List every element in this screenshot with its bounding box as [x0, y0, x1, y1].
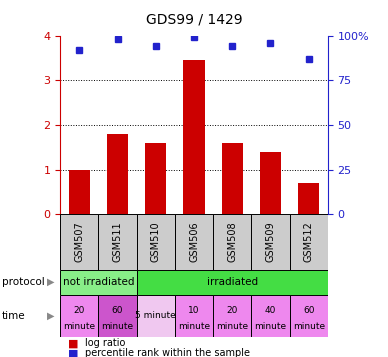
Text: 60: 60: [112, 306, 123, 315]
Text: protocol: protocol: [2, 277, 45, 287]
Bar: [137, 214, 175, 270]
Text: irradiated: irradiated: [207, 277, 258, 287]
Bar: [137, 270, 328, 295]
Text: GSM510: GSM510: [151, 222, 161, 262]
Text: minute: minute: [293, 322, 325, 331]
Text: GSM507: GSM507: [74, 221, 84, 262]
Text: minute: minute: [255, 322, 287, 331]
Bar: [251, 295, 289, 337]
Text: 40: 40: [265, 306, 276, 315]
Text: ▶: ▶: [47, 277, 54, 287]
Bar: [137, 295, 175, 337]
Bar: [60, 295, 99, 337]
Text: GDS99 / 1429: GDS99 / 1429: [146, 13, 242, 27]
Bar: [251, 214, 289, 270]
Text: GSM508: GSM508: [227, 222, 237, 262]
Text: 60: 60: [303, 306, 315, 315]
Text: minute: minute: [216, 322, 248, 331]
Text: GSM506: GSM506: [189, 222, 199, 262]
Text: 10: 10: [188, 306, 200, 315]
Text: ■: ■: [68, 338, 78, 348]
Bar: [60, 270, 137, 295]
Bar: [213, 214, 251, 270]
Text: 20: 20: [74, 306, 85, 315]
Text: ▶: ▶: [47, 311, 54, 321]
Bar: [69, 170, 90, 214]
Bar: [298, 183, 319, 214]
Bar: [184, 60, 204, 214]
Bar: [260, 152, 281, 214]
Bar: [289, 295, 328, 337]
Text: GSM509: GSM509: [265, 222, 275, 262]
Text: 20: 20: [227, 306, 238, 315]
Text: not irradiated: not irradiated: [62, 277, 134, 287]
Bar: [175, 214, 213, 270]
Bar: [145, 143, 166, 214]
Text: GSM512: GSM512: [304, 221, 314, 262]
Bar: [289, 214, 328, 270]
Text: ■: ■: [68, 348, 78, 357]
Text: 5 minute: 5 minute: [135, 311, 176, 321]
Text: minute: minute: [63, 322, 95, 331]
Bar: [175, 295, 213, 337]
Bar: [99, 295, 137, 337]
Bar: [222, 143, 243, 214]
Bar: [213, 295, 251, 337]
Text: percentile rank within the sample: percentile rank within the sample: [85, 348, 250, 357]
Text: time: time: [2, 311, 26, 321]
Bar: [107, 134, 128, 214]
Text: GSM511: GSM511: [113, 222, 123, 262]
Text: log ratio: log ratio: [85, 338, 126, 348]
Bar: [99, 214, 137, 270]
Text: minute: minute: [178, 322, 210, 331]
Text: minute: minute: [101, 322, 133, 331]
Bar: [60, 214, 99, 270]
